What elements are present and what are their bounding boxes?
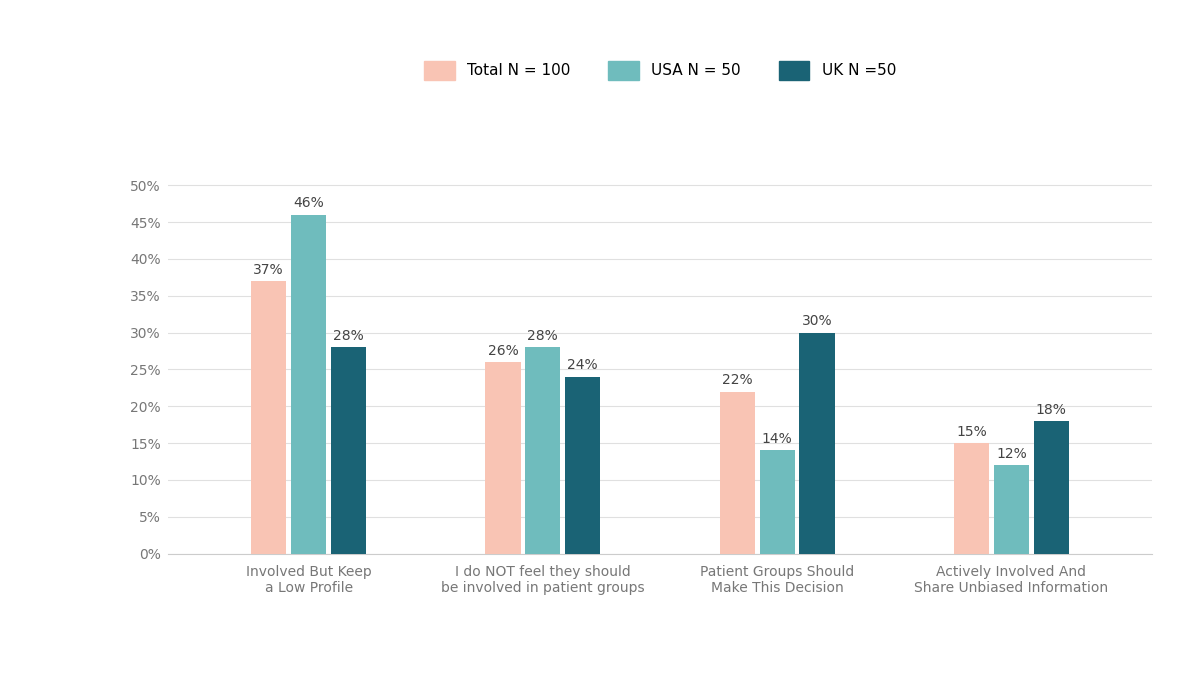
Text: 30%: 30% xyxy=(802,314,833,328)
Text: 14%: 14% xyxy=(762,432,792,446)
Text: 18%: 18% xyxy=(1036,402,1067,416)
Legend: Total N = 100, USA N = 50, UK N =50: Total N = 100, USA N = 50, UK N =50 xyxy=(418,55,902,86)
Bar xyxy=(799,333,834,554)
Bar xyxy=(486,362,521,554)
Text: 22%: 22% xyxy=(722,373,752,387)
Bar xyxy=(994,465,1030,554)
Text: 26%: 26% xyxy=(487,344,518,358)
Bar xyxy=(1033,421,1069,554)
Text: 46%: 46% xyxy=(293,196,324,211)
Text: 15%: 15% xyxy=(956,425,986,439)
Text: 12%: 12% xyxy=(996,447,1027,461)
Text: 28%: 28% xyxy=(528,329,558,343)
Bar xyxy=(720,392,755,554)
Text: 24%: 24% xyxy=(568,358,598,373)
Text: 28%: 28% xyxy=(334,329,364,343)
Bar xyxy=(331,348,366,554)
Bar xyxy=(526,348,560,554)
Bar xyxy=(760,450,794,554)
Bar xyxy=(565,377,600,554)
Bar xyxy=(251,281,287,554)
Text: 37%: 37% xyxy=(253,263,284,277)
Bar xyxy=(954,443,989,554)
Bar xyxy=(292,215,326,554)
